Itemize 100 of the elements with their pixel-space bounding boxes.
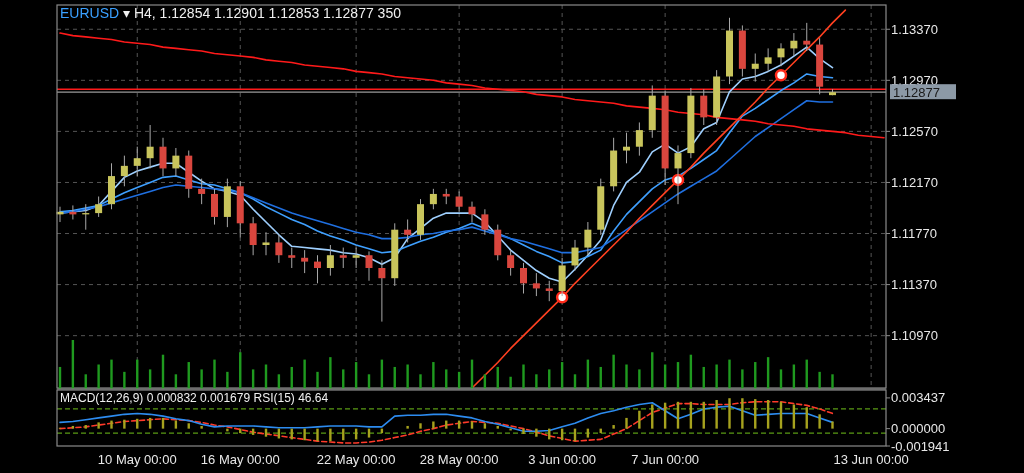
bar (728, 359, 731, 389)
bar (432, 362, 435, 389)
y-tick-label: 0.000000 (891, 421, 946, 437)
candlestick (172, 147, 180, 177)
candlestick (326, 244, 334, 277)
bar (110, 420, 113, 429)
x-tick-label: 28 May 00:00 (419, 452, 499, 467)
x-tick-label: 16 May 00:00 (200, 452, 280, 467)
y-tick-label: 1.11370 (891, 277, 938, 293)
candlestick (120, 155, 128, 187)
candlestick (133, 146, 141, 177)
bar (831, 421, 834, 429)
bar (728, 398, 731, 429)
bar (200, 425, 203, 429)
bar (329, 428, 332, 442)
candlestick (275, 234, 283, 264)
bar (715, 364, 718, 389)
candlestick (262, 231, 270, 256)
bar (741, 398, 744, 429)
bar (535, 374, 538, 389)
bar (741, 369, 744, 389)
bar (110, 359, 113, 389)
candlestick (468, 201, 476, 223)
bar (406, 364, 409, 389)
candlestick (198, 178, 206, 205)
bar (329, 357, 332, 389)
y-tick-label: 0.003437 (891, 390, 946, 406)
bar (97, 364, 100, 389)
candlestick (623, 132, 630, 164)
bar (509, 376, 512, 389)
candlestick (352, 247, 360, 269)
y-tick-label: 1.11770 (891, 226, 938, 242)
candlestick (481, 208, 489, 236)
bar (213, 359, 216, 389)
x-tick-label: 3 Jun 00:00 (528, 452, 597, 467)
bar (200, 369, 203, 389)
candlestick (764, 47, 772, 72)
candlestick (404, 218, 412, 243)
bar (303, 359, 306, 389)
candlestick (545, 280, 553, 302)
bar (638, 410, 641, 429)
bar (496, 425, 499, 429)
bar (419, 374, 422, 389)
candlestick (507, 249, 515, 277)
x-tick-label: 10 May 00:00 (97, 452, 177, 467)
bar (831, 374, 834, 389)
line-series (471, 9, 847, 389)
bar (316, 371, 319, 389)
candlestick (211, 188, 218, 226)
bar (187, 423, 190, 429)
bar (123, 371, 126, 389)
bar (612, 425, 615, 429)
bar (97, 422, 100, 429)
bar (406, 425, 409, 429)
candlestick (790, 32, 798, 57)
bar (625, 364, 628, 389)
candlestick (429, 188, 437, 210)
candlestick (532, 272, 540, 297)
y-tick-label: 1.12570 (891, 123, 938, 139)
candlestick (571, 239, 579, 272)
bar (316, 428, 319, 442)
bar (522, 428, 525, 435)
candlestick (249, 216, 257, 256)
bar (625, 417, 628, 429)
candlestick (339, 247, 347, 269)
line-series (59, 32, 885, 139)
candlestick (365, 250, 373, 282)
y-tick-label: 1.10970 (891, 328, 938, 344)
candlestick (803, 22, 811, 52)
y-tick-label: 1.12170 (891, 175, 938, 191)
bar (226, 428, 229, 432)
candlestick (635, 121, 643, 157)
bar (612, 354, 615, 389)
chart-title: MACD(12,26,9) 0.000832 0.001679 RSI(15) 46.64 (60, 391, 329, 405)
bar (71, 425, 75, 429)
candlestick (288, 247, 296, 269)
bar (483, 423, 487, 429)
candlestick (520, 262, 527, 295)
bar (522, 364, 525, 389)
candlestick (700, 88, 708, 126)
point (774, 68, 788, 82)
candlestick (751, 53, 759, 83)
candlestick (301, 249, 309, 274)
candlestick (159, 137, 167, 177)
chart-title: EURUSD ▾ H4, 1.12854 1.12901 1.12853 1.12877 350 (60, 5, 402, 21)
bar (470, 421, 474, 429)
bar (715, 400, 718, 429)
bar (303, 428, 306, 441)
bar (432, 421, 435, 429)
candlestick (95, 196, 103, 218)
bar (226, 371, 229, 389)
bar (638, 369, 641, 389)
candlestick (584, 221, 592, 256)
bar (818, 414, 821, 429)
candlestick (146, 124, 154, 169)
bar (419, 423, 422, 429)
candlestick (455, 190, 463, 213)
candlestick (777, 42, 785, 67)
x-tick-label: 22 May 00:00 (316, 452, 396, 467)
bar (535, 428, 538, 437)
